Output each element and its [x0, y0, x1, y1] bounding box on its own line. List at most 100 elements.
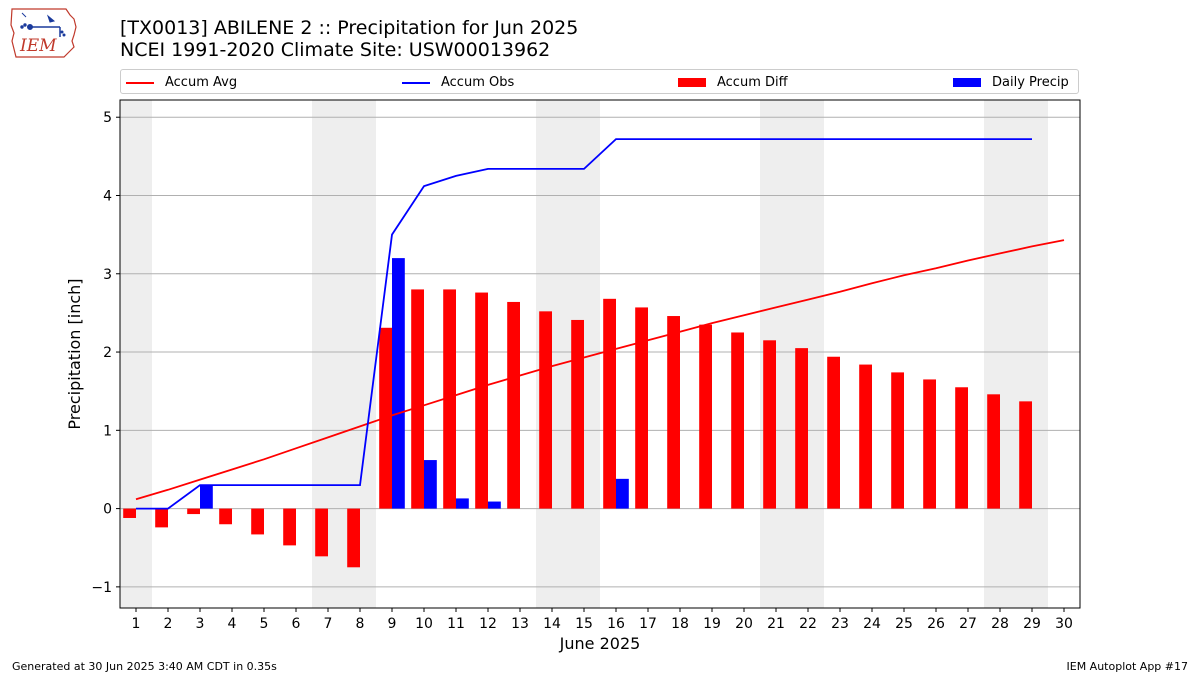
x-tick-label: 19 — [703, 616, 721, 632]
accum-diff-bar — [603, 298, 616, 509]
legend-item-accum-diff: Accum Diff — [678, 70, 788, 95]
weekend-band — [568, 100, 600, 608]
x-tick-label: 1 — [132, 616, 141, 632]
legend-item-daily-precip: Daily Precip — [953, 70, 1069, 95]
x-tick-label: 18 — [671, 616, 689, 632]
accum-diff-bar — [827, 356, 840, 509]
x-tick-label: 28 — [991, 616, 1009, 632]
accum-diff-bar — [731, 332, 744, 509]
footer-generated-text: Generated at 30 Jun 2025 3:40 AM CDT in … — [12, 660, 277, 673]
legend-label-accum-obs: Accum Obs — [441, 75, 515, 90]
x-tick-label: 13 — [511, 616, 529, 632]
x-axis-label: June 2025 — [559, 634, 641, 653]
y-tick-label: 1 — [103, 423, 112, 439]
accum-diff-bar — [411, 289, 424, 509]
x-tick-label: 4 — [228, 616, 237, 632]
x-tick-label: 5 — [260, 616, 269, 632]
x-tick-label: 16 — [607, 616, 625, 632]
accum-diff-bar — [187, 508, 200, 515]
accum-diff-bar — [283, 508, 296, 546]
daily-precip-bar — [456, 498, 469, 509]
chart-subtitle: NCEI 1991-2020 Climate Site: USW00013962 — [120, 39, 551, 61]
weekend-band — [312, 100, 344, 608]
legend-label-accum-diff: Accum Diff — [717, 75, 788, 90]
weekend-band — [344, 100, 376, 608]
y-tick-label: −1 — [91, 580, 112, 596]
legend-swatch-accum-avg — [126, 81, 154, 84]
legend-label-accum-avg: Accum Avg — [165, 75, 238, 90]
accum-diff-bar — [507, 301, 520, 509]
bars — [123, 258, 1032, 568]
accum-diff-bar — [251, 508, 264, 535]
daily-precip-bar — [616, 478, 629, 509]
accum-diff-bar — [123, 508, 136, 518]
daily-precip-bar — [200, 485, 213, 509]
x-tick-label: 20 — [735, 616, 753, 632]
legend-label-daily-precip: Daily Precip — [992, 75, 1069, 90]
x-tick-label: 22 — [799, 616, 817, 632]
y-tick-label: 2 — [103, 345, 112, 361]
accum-diff-bar — [1019, 401, 1032, 509]
accum-diff-bar — [347, 508, 360, 568]
accum-diff-bar — [859, 364, 872, 509]
x-tick-label: 26 — [927, 616, 945, 632]
x-tick-label: 29 — [1023, 616, 1041, 632]
x-tick-label: 21 — [767, 616, 785, 632]
legend-item-accum-obs: Accum Obs — [402, 70, 514, 95]
x-tick-label: 2 — [164, 616, 173, 632]
legend-item-accum-avg: Accum Avg — [126, 70, 237, 95]
y-tick-label: 3 — [103, 267, 112, 283]
accum-diff-bar — [763, 340, 776, 509]
logo-text: IEM — [19, 36, 57, 56]
x-tick-label: 8 — [356, 616, 365, 632]
accum-avg-line — [135, 239, 1065, 501]
series-lines — [135, 138, 1065, 510]
legend-swatch-accum-diff — [678, 78, 706, 87]
y-axis-label: Precipitation [inch] — [65, 278, 84, 429]
x-tick-label: 9 — [388, 616, 397, 632]
accum-obs-line — [136, 138, 1032, 510]
y-tick-label: 5 — [103, 110, 112, 126]
accum-diff-bar — [795, 348, 808, 509]
accum-diff-bar — [923, 379, 936, 509]
weekend-band — [120, 100, 152, 608]
x-tick-label: 23 — [831, 616, 849, 632]
weekend-band — [1016, 100, 1048, 608]
x-tick-label: 12 — [479, 616, 497, 632]
accum-diff-bar — [155, 508, 168, 528]
accum-diff-bar — [667, 316, 680, 509]
x-tick-label: 7 — [324, 616, 333, 632]
plot-frame — [119, 99, 1081, 609]
grid-lines — [120, 116, 1080, 588]
x-tick-label: 27 — [959, 616, 977, 632]
accum-diff-bar — [635, 307, 648, 509]
daily-precip-bar — [488, 501, 501, 509]
accum-diff-bar — [539, 311, 552, 509]
legend-swatch-accum-obs — [402, 81, 430, 84]
accum-diff-bar — [987, 394, 1000, 509]
weekend-band — [984, 100, 1016, 608]
weekend-band — [760, 100, 792, 608]
accum-diff-bar — [955, 387, 968, 509]
iowa-outline — [10, 8, 77, 58]
weekend-band — [536, 100, 568, 608]
accum-diff-bar — [379, 327, 392, 509]
x-tick-label: 17 — [639, 616, 657, 632]
footer-app-text: IEM Autoplot App #17 — [1066, 660, 1189, 673]
x-tick-label: 11 — [447, 616, 465, 632]
x-tick-label: 30 — [1055, 616, 1073, 632]
weekend-band — [792, 100, 824, 608]
y-tick-label: 0 — [103, 502, 112, 518]
chart-title: [TX0013] ABILENE 2 :: Precipitation for … — [120, 17, 579, 39]
daily-precip-bar — [392, 258, 405, 509]
iem-logo: IEM — [10, 8, 77, 58]
x-tick-label: 10 — [415, 616, 433, 632]
accum-diff-bar — [699, 324, 712, 509]
x-tick-label: 24 — [863, 616, 881, 632]
x-tick-label: 15 — [575, 616, 593, 632]
accum-diff-bar — [315, 508, 328, 557]
weekend-shading — [120, 100, 1048, 608]
accum-diff-bar — [219, 508, 232, 525]
